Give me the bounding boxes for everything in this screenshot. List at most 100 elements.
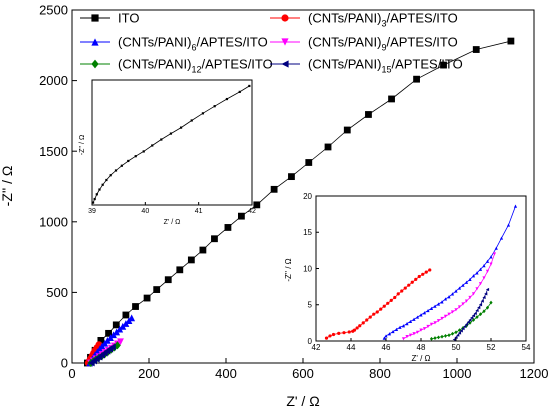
- data-point: [485, 305, 490, 310]
- data-point: [485, 287, 490, 292]
- data-point: [343, 126, 351, 134]
- x-tick-label: 52: [487, 343, 496, 352]
- data-point: [443, 297, 448, 301]
- data-point: [412, 332, 416, 336]
- x-tick-label: 600: [292, 366, 314, 381]
- data-point: [457, 286, 462, 290]
- data-point: [424, 270, 428, 274]
- data-point: [132, 303, 139, 310]
- data-point: [422, 311, 427, 315]
- data-point: [407, 283, 411, 287]
- inset-top-x-ticks: 39 40 41 42: [88, 202, 256, 215]
- data-point: [507, 37, 515, 45]
- data-point: [436, 302, 441, 306]
- data-point: [464, 280, 469, 284]
- data-point: [248, 84, 251, 88]
- data-point: [415, 330, 420, 334]
- data-point: [422, 327, 427, 331]
- data-point: [440, 61, 447, 69]
- data-point: [419, 313, 423, 317]
- data-point: [475, 308, 479, 313]
- data-point: [190, 119, 193, 122]
- y-tick-label: 2500: [39, 3, 68, 18]
- data-point: [199, 246, 207, 254]
- inset-bottom-x-ticks: 42 44 46 48 50 52 54: [312, 338, 531, 352]
- data-point: [429, 306, 434, 310]
- data-point: [361, 321, 365, 325]
- data-point: [201, 112, 205, 115]
- x-tick-label: 0: [68, 366, 75, 381]
- legend-marker-circle-icon: [281, 14, 289, 22]
- data-point: [489, 262, 493, 266]
- data-point: [112, 321, 120, 329]
- data-point: [471, 292, 476, 296]
- data-point: [120, 164, 123, 167]
- inset-bottom-y-ticks: 0 5 10 15 20: [303, 192, 319, 346]
- data-point: [447, 312, 451, 316]
- data-point: [484, 292, 488, 296]
- data-point: [382, 336, 386, 340]
- inset-top-y-axis-label: -Z'' / Ω: [79, 135, 86, 155]
- data-point: [478, 312, 483, 317]
- data-point: [153, 286, 161, 293]
- data-point: [419, 328, 423, 332]
- data-point: [461, 327, 465, 331]
- x-tick-label: 42: [312, 343, 321, 352]
- legend: ITO (CNTs/PANI)3/APTES/ITO (CNTs/PANI)6/AP…: [80, 11, 463, 75]
- data-point: [472, 46, 480, 53]
- data-point: [388, 95, 395, 103]
- inset-bottom-marks: [324, 204, 518, 342]
- data-point: [408, 333, 413, 337]
- legend-marker-triangle-down-icon: [281, 38, 289, 46]
- data-point: [365, 318, 369, 322]
- data-point: [109, 343, 116, 351]
- data-point: [494, 246, 498, 250]
- legend-marker-triangle-left-icon: [281, 60, 289, 68]
- data-point: [433, 321, 437, 325]
- data-point: [211, 235, 218, 243]
- data-point: [471, 274, 476, 278]
- y-tick-label: 500: [46, 285, 68, 300]
- data-point: [470, 316, 474, 320]
- data-point: [468, 277, 472, 281]
- y-tick-label: 0: [308, 337, 313, 346]
- data-point: [400, 289, 404, 293]
- data-point: [401, 324, 406, 328]
- y-tick-label: 0: [61, 356, 68, 371]
- x-tick-label: 46: [382, 343, 391, 352]
- main-x-axis-label: Z' / Ω: [286, 393, 319, 409]
- data-point: [143, 294, 151, 302]
- x-tick-label: 48: [417, 343, 426, 352]
- data-point: [471, 314, 476, 318]
- data-point: [142, 150, 145, 153]
- data-point: [475, 287, 479, 291]
- data-point: [426, 308, 430, 313]
- data-point: [464, 322, 469, 326]
- inset-bottom-y-axis-label: -Z'' / Ω: [284, 258, 293, 281]
- data-point: [475, 271, 479, 275]
- data-point: [447, 295, 451, 299]
- data-point: [456, 333, 460, 337]
- data-point: [475, 315, 479, 319]
- data-point: [480, 299, 484, 303]
- main-y-axis-label: -Z'' / Ω: [0, 166, 15, 207]
- data-point: [408, 319, 413, 324]
- data-point: [477, 306, 481, 310]
- data-point: [372, 312, 376, 316]
- data-point: [328, 334, 332, 338]
- data-point: [109, 174, 112, 177]
- legend-label: (CNTs/PANI)15/APTES/ITO: [308, 57, 463, 75]
- data-point: [225, 97, 229, 101]
- data-point: [440, 300, 444, 304]
- data-point: [405, 322, 409, 326]
- data-point: [482, 309, 486, 314]
- data-point: [499, 236, 504, 240]
- data-point: [457, 331, 462, 335]
- legend-marker-square-icon: [91, 14, 99, 22]
- data-point: [482, 276, 486, 280]
- data-point: [368, 315, 372, 319]
- data-point: [461, 283, 465, 287]
- data-point: [433, 336, 437, 341]
- data-point: [176, 266, 184, 274]
- data-point: [253, 201, 261, 209]
